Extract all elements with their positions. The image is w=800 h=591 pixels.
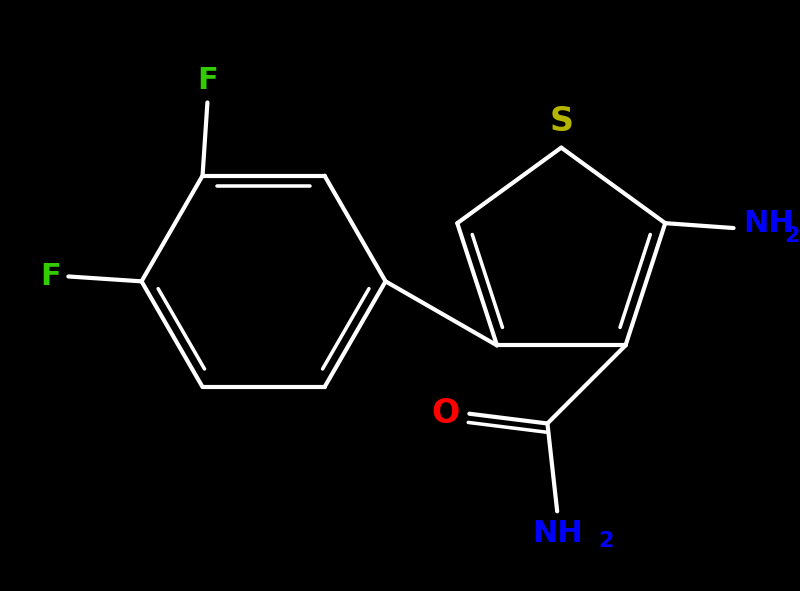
Text: S: S [550,105,574,138]
Text: F: F [197,66,218,95]
Text: NH: NH [743,209,794,238]
Text: O: O [431,397,459,430]
Text: 2: 2 [784,226,800,246]
Text: NH: NH [532,519,582,548]
Text: 2: 2 [598,531,614,551]
Text: F: F [40,262,61,291]
